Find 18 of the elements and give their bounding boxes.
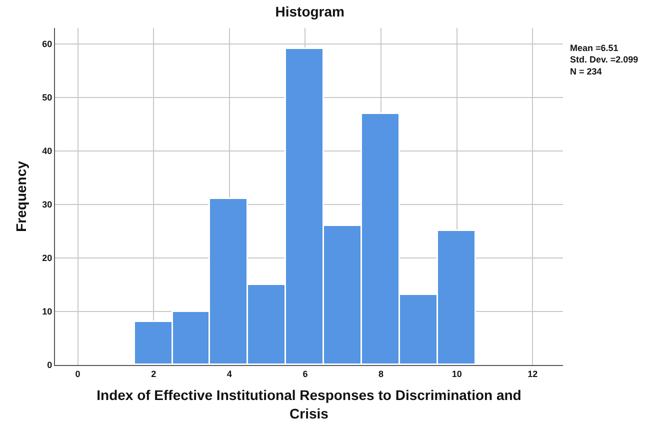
y-tick-label: 40 <box>42 146 52 156</box>
x-tick-label: 8 <box>378 368 384 379</box>
y-tick-label: 20 <box>42 253 52 264</box>
text: Mean =6.51 Std. Dev. =2.099 N = 234 <box>570 43 638 76</box>
y-axis-title: Frequency <box>12 160 29 232</box>
x-axis-title: Index of Effective Institutional Responses to Discrimination and Crisis <box>96 387 522 422</box>
x-tick-label: 2 <box>151 368 156 379</box>
y-tick-label: 30 <box>42 200 52 210</box>
x-tick-label: 12 <box>528 368 538 379</box>
x-tick-label: 4 <box>226 368 232 379</box>
x-tick-label: 6 <box>302 368 308 379</box>
x-tick-label: 10 <box>452 368 462 379</box>
chart-title: Histogram <box>275 3 344 20</box>
y-tick-label: 0 <box>47 360 52 370</box>
y-tick-label: 50 <box>42 92 52 103</box>
x-tick-label: 0 <box>75 368 80 379</box>
y-tick-label: 60 <box>42 39 52 50</box>
y-tick-label: 10 <box>42 306 52 317</box>
